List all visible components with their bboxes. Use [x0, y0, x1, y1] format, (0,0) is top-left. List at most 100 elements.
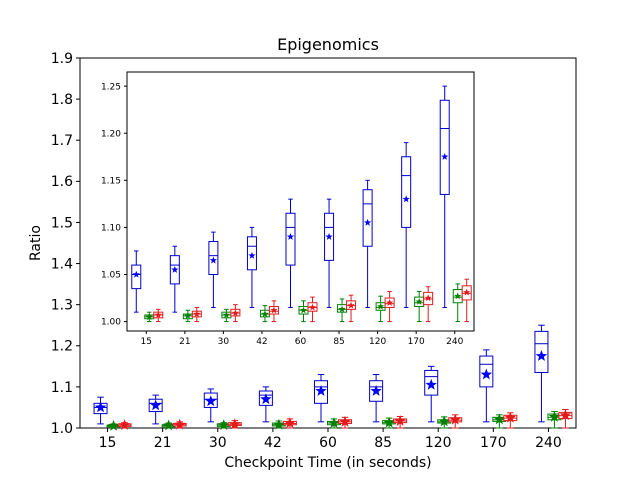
- main-mean-marker: [218, 419, 230, 430]
- inset-mean-marker: [424, 294, 432, 302]
- inset-box: [131, 264, 142, 290]
- inset-mean-marker: [184, 312, 192, 320]
- inset-x-tick-label: 170: [408, 337, 425, 347]
- inset-mean-marker: [308, 303, 317, 311]
- main-mean-marker: [383, 416, 395, 428]
- main-mean-marker: [480, 368, 493, 380]
- main-mean-marker: [535, 350, 548, 361]
- main-mean-marker: [173, 418, 186, 430]
- main-y-tick-label: 1.0: [51, 421, 73, 437]
- main-mean-marker: [370, 385, 382, 396]
- main-y-tick-label: 1.3: [51, 298, 73, 314]
- main-mean-marker: [328, 417, 340, 428]
- inset-mean-marker: [347, 301, 355, 309]
- main-x-tick-label: 15: [99, 435, 117, 451]
- main-mean-marker: [260, 393, 272, 405]
- inset-x-tick-label: 21: [179, 337, 190, 347]
- main-y-tick-label: 1.2: [51, 339, 73, 355]
- inset-mean-marker: [222, 311, 230, 319]
- main-mean-marker: [438, 415, 450, 427]
- inset-mean-marker: [441, 152, 449, 160]
- main-x-tick-label: 21: [154, 435, 172, 451]
- inset-mean-marker: [364, 218, 372, 226]
- inset-plot-frame: [126, 71, 475, 332]
- inset-mean-marker: [299, 306, 308, 314]
- inset-mean-marker: [145, 313, 153, 320]
- inset-mean-marker: [154, 311, 162, 319]
- main-y-tick-label: 1.4: [51, 256, 73, 272]
- inset-y-tick-label: 1.10: [101, 224, 121, 234]
- inset-mean-marker: [325, 233, 333, 240]
- main-mean-marker: [107, 419, 120, 431]
- inset-y-tick-label: 1.25: [101, 82, 121, 92]
- inset-x-tick-label: 240: [446, 337, 463, 347]
- main-mean-marker: [315, 385, 327, 396]
- main-x-tick-label: 85: [374, 435, 392, 451]
- chart-title: Epigenomics: [277, 35, 379, 54]
- inset-box: [439, 99, 450, 195]
- main-mean-marker: [118, 419, 131, 430]
- inset-mean-marker: [209, 256, 217, 264]
- main-mean-marker: [284, 417, 296, 428]
- inset-x-tick-label: 120: [369, 337, 386, 347]
- main-mean-marker: [94, 401, 107, 413]
- main-x-tick-label: 120: [425, 435, 452, 451]
- inset-mean-marker: [132, 270, 140, 278]
- inset-panel: 1.00 1.05 1.10 1.15 1.20 1.25 15 21 30 42 60 85 120 1…: [101, 71, 475, 347]
- inset-mean-marker: [286, 233, 295, 240]
- main-y-tick-label: 1.8: [51, 92, 73, 108]
- inset-x-tick-label: 60: [295, 337, 307, 347]
- inset-y-tick-label: 1.20: [101, 129, 121, 139]
- main-y-tick-label: 1.6: [51, 174, 73, 190]
- inset-y-tick-label: 1.15: [101, 176, 121, 186]
- inset-mean-marker: [248, 251, 256, 259]
- main-y-tick-label: 1.1: [51, 380, 73, 396]
- main-x-tick-label: 30: [209, 435, 227, 451]
- inset-box: [285, 212, 296, 266]
- inset-mean-marker: [415, 298, 423, 305]
- main-y-tick-label: 1.5: [51, 215, 73, 231]
- main-mean-marker: [548, 410, 561, 422]
- main-mean-marker: [339, 415, 351, 427]
- inset-x-tick-label: 42: [256, 337, 267, 347]
- main-mean-marker: [559, 409, 572, 421]
- inset-box: [401, 156, 412, 228]
- inset-box: [362, 189, 373, 247]
- x-axis-label: Checkpoint Time (in seconds): [224, 455, 431, 471]
- main-y-tick-label: 1.7: [51, 133, 73, 149]
- inset-mean-marker: [261, 310, 269, 318]
- main-mean-marker: [229, 418, 241, 430]
- main-x-tick-label: 60: [319, 435, 337, 451]
- inset-mean-marker: [270, 306, 278, 314]
- main-x-tick-label: 240: [535, 435, 562, 451]
- main-mean-marker: [205, 395, 217, 407]
- inset-y-tick-label: 1.00: [101, 318, 121, 328]
- inset-mean-marker: [377, 302, 385, 310]
- inset-mean-marker: [193, 310, 201, 318]
- inset-mean-marker: [231, 309, 239, 317]
- inset-mean-marker: [463, 288, 471, 296]
- main-mean-marker: [449, 413, 461, 425]
- main-mean-marker: [504, 411, 517, 423]
- inset-x-tick-label: 85: [333, 337, 344, 347]
- main-mean-marker: [162, 419, 175, 431]
- inset-mean-marker: [386, 298, 394, 306]
- main-mean-marker: [394, 415, 406, 426]
- inset-mean-marker: [171, 265, 179, 273]
- inset-mean-marker: [454, 292, 462, 300]
- main-mean-marker: [273, 418, 285, 430]
- main-mean-marker: [425, 378, 437, 390]
- inset-x-tick-label: 30: [218, 337, 230, 347]
- main-y-tick-label: 1.9: [51, 51, 73, 67]
- inset-x-tick-label: 15: [141, 337, 152, 347]
- y-axis-label: Ratio: [28, 225, 44, 261]
- inset-y-tick-label: 1.05: [101, 271, 121, 281]
- inset-mean-marker: [402, 195, 410, 203]
- main-x-tick-label: 42: [264, 435, 282, 451]
- inset-mean-marker: [338, 305, 346, 313]
- main-mean-marker: [149, 399, 162, 411]
- main-mean-marker: [493, 413, 506, 425]
- main-x-tick-label: 170: [480, 435, 507, 451]
